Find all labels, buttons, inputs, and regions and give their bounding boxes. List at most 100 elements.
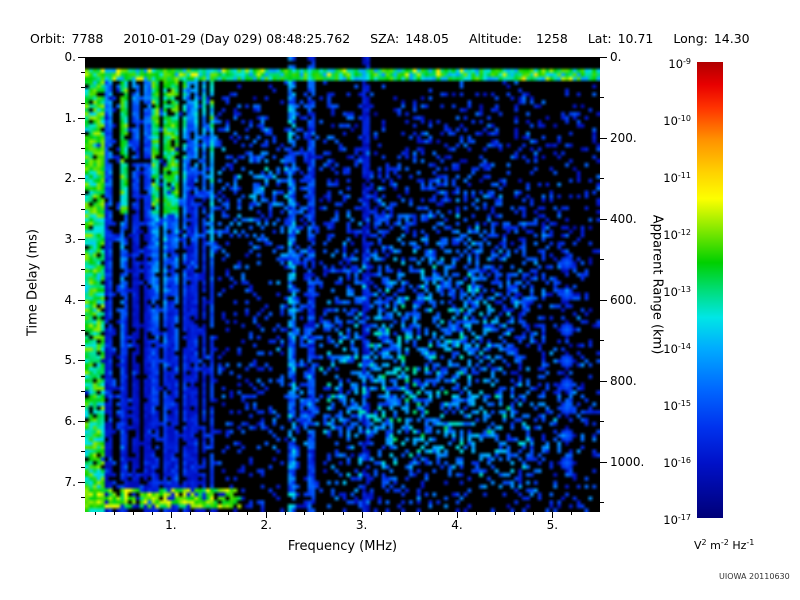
y-minor-tick <box>81 436 85 438</box>
lat-label: Lat: <box>587 31 612 46</box>
x-minor-tick <box>189 512 191 515</box>
colorbar-tick-label: 10-13 <box>663 285 691 299</box>
y-tick-mark <box>78 117 85 119</box>
x-minor-tick <box>304 512 306 515</box>
y2-minor-tick <box>600 259 604 261</box>
y2-tick-mark <box>600 461 607 463</box>
y-minor-tick <box>81 269 85 271</box>
y-minor-tick <box>81 72 85 74</box>
y-axis-title: Time Delay (ms) <box>25 229 41 336</box>
y-tick-mark <box>78 481 85 483</box>
y-tick-mark <box>78 360 85 362</box>
y-minor-tick <box>81 208 85 210</box>
altitude-value: 1258 <box>536 31 568 46</box>
y-tick-mark <box>78 57 85 58</box>
y2-minor-tick <box>600 421 604 423</box>
x-tick-mark <box>456 512 458 518</box>
y-minor-tick <box>81 254 85 256</box>
sza-value: 148.05 <box>405 31 449 46</box>
y2-minor-tick <box>600 178 604 180</box>
y-minor-tick <box>81 375 85 377</box>
colorbar <box>697 62 723 518</box>
y2-tick-label: 200. <box>610 130 637 145</box>
x-minor-tick <box>418 512 420 515</box>
y-minor-tick <box>81 193 85 195</box>
y2-tick-label: 800. <box>610 373 637 388</box>
y-tick-label: 0. <box>64 50 76 64</box>
colorbar-tick-label: 10-16 <box>663 456 691 470</box>
y-minor-tick <box>81 148 85 149</box>
y2-tick-mark <box>600 57 607 58</box>
y-minor-tick <box>81 330 85 331</box>
datetime-value: 2010-01-29 (Day 029) 08:48:25.762 <box>123 31 351 46</box>
x-tick-label: 1. <box>165 518 177 532</box>
x-tick-mark <box>361 512 363 518</box>
colorbar-tick-label: 10-12 <box>663 228 691 242</box>
y-tick-label: 5. <box>64 353 76 368</box>
y-minor-tick <box>81 390 85 392</box>
x-minor-tick <box>514 512 516 515</box>
sza-field: SZA: 148.05 <box>370 31 449 46</box>
y-minor-tick <box>81 132 85 134</box>
colorbar-tick-label: 10-11 <box>663 171 691 185</box>
altitude-field: Altitude: 1258 <box>469 31 568 46</box>
y-minor-tick <box>81 451 85 453</box>
y-minor-tick <box>81 284 85 286</box>
y-minor-tick <box>81 496 85 498</box>
y2-minor-tick <box>600 97 604 99</box>
x-minor-tick <box>476 512 478 515</box>
y-tick-mark <box>78 178 85 180</box>
y2-minor-tick <box>600 502 604 504</box>
x-minor-tick <box>323 512 325 515</box>
x-minor-tick <box>94 512 96 515</box>
x-minor-tick <box>399 512 401 515</box>
x-axis-title: Frequency (MHz) <box>287 539 398 554</box>
y2-tick-label: 1000. <box>610 454 645 469</box>
altitude-label: Altitude: <box>468 31 523 46</box>
y2-tick-mark <box>600 380 607 382</box>
colorbar-tick-label: 10-10 <box>663 114 691 128</box>
y-tick-label: 6. <box>64 414 76 428</box>
x-minor-tick <box>151 512 153 515</box>
watermark: UIOWA 20110630 <box>719 572 790 581</box>
x-tick-mark <box>552 512 554 518</box>
spectrogram-canvas <box>85 57 600 512</box>
x-minor-tick <box>228 512 230 515</box>
y-tick-label: 3. <box>64 232 76 246</box>
y-tick-label: 4. <box>64 292 76 307</box>
y-tick-mark <box>78 239 85 240</box>
long-value: 14.30 <box>713 31 750 46</box>
header-info: Orbit: 7788 2010-01-29 (Day 029) 08:48:2… <box>30 31 750 46</box>
x-minor-tick <box>208 512 210 515</box>
x-minor-tick <box>132 512 134 515</box>
lat-value: 10.71 <box>617 31 654 46</box>
x-minor-tick <box>571 512 573 515</box>
x-minor-tick <box>437 512 439 515</box>
y-tick-label: 2. <box>64 171 76 186</box>
colorbar-tick-label: 10-14 <box>663 342 691 356</box>
y-tick-label: 7. <box>64 474 76 489</box>
x-minor-tick <box>247 512 249 515</box>
long-field: Long: 14.30 <box>673 31 749 46</box>
colorbar-tick-label: 10-15 <box>663 399 691 413</box>
y2-tick-label: 600. <box>610 292 637 307</box>
x-tick-mark <box>170 512 172 518</box>
y2-tick-mark <box>600 137 607 139</box>
y-minor-tick <box>81 345 85 347</box>
y-tick-mark <box>78 299 85 301</box>
colorbar-tick-label: 10-17 <box>663 513 691 527</box>
sza-label: SZA: <box>370 31 400 46</box>
y2-minor-tick <box>600 340 604 342</box>
orbit-field: Orbit: 7788 <box>30 31 103 46</box>
y-minor-tick <box>81 405 85 407</box>
y2-tick-label: 0. <box>610 50 622 64</box>
x-minor-tick <box>495 512 497 515</box>
lat-field: Lat: 10.71 <box>588 31 654 46</box>
y-minor-tick <box>81 163 85 165</box>
orbit-label: Orbit: <box>30 31 66 46</box>
x-tick-label: 5. <box>546 518 559 532</box>
y-minor-tick <box>81 466 85 468</box>
y-tick-mark <box>78 421 85 422</box>
x-minor-tick <box>533 512 535 515</box>
x-tick-mark <box>266 512 268 518</box>
